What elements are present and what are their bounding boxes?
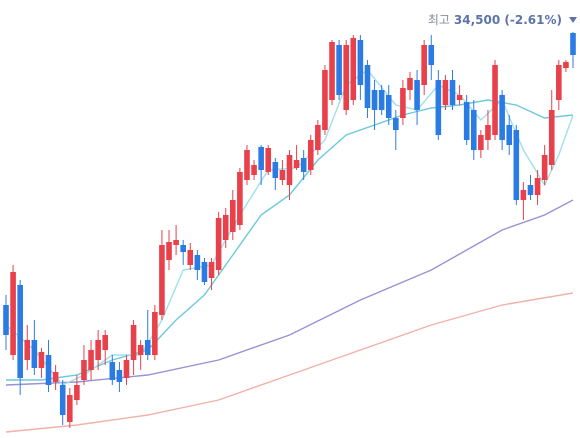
candle-body	[38, 352, 45, 368]
candle-body	[3, 305, 9, 335]
candle-body	[548, 110, 555, 165]
candle-body	[45, 355, 52, 385]
candle-body	[102, 335, 109, 350]
candle-body	[357, 40, 364, 85]
candle-body	[66, 395, 73, 422]
candle-body	[215, 218, 222, 270]
candle-body	[251, 165, 257, 175]
candle-body	[315, 125, 321, 150]
candle-body	[152, 312, 158, 355]
candle-body	[336, 45, 342, 95]
candle-body	[350, 38, 357, 100]
candle-body	[286, 155, 293, 185]
candle-body	[371, 90, 378, 110]
candle-body	[520, 190, 527, 200]
candle-body	[137, 345, 144, 355]
candle-body	[364, 65, 371, 108]
candle-body	[435, 80, 442, 135]
candle-body	[513, 130, 520, 200]
candle-body	[534, 178, 541, 195]
candle-body	[478, 135, 484, 150]
candle-body	[244, 150, 250, 180]
candle-body	[470, 110, 477, 150]
candle-body	[541, 155, 548, 180]
candle-body	[400, 88, 406, 118]
candle-body	[95, 340, 101, 360]
candle-body	[556, 65, 562, 100]
candle-body	[258, 147, 264, 170]
candle-body	[570, 33, 576, 55]
candle-body	[230, 200, 236, 232]
candle-body	[343, 45, 349, 110]
candle-body	[144, 340, 151, 355]
candle-body	[456, 95, 463, 100]
candle-body	[194, 255, 201, 270]
candle-body	[74, 385, 80, 400]
candle-body	[442, 80, 449, 105]
candle-body	[222, 215, 229, 240]
candle-body	[59, 385, 66, 415]
candle-body	[463, 102, 470, 140]
candle-body	[109, 362, 116, 380]
candle-body	[307, 140, 314, 170]
candle-body	[237, 172, 243, 225]
candle-body	[173, 240, 179, 245]
candle-body	[10, 272, 16, 355]
candle-body	[265, 148, 272, 172]
candle-body	[499, 95, 505, 140]
candle-body	[322, 70, 328, 130]
candle-body	[428, 45, 435, 65]
candle-body	[329, 42, 335, 100]
high-prefix: 최고	[428, 13, 450, 27]
candle-body	[24, 340, 31, 360]
candle-body	[407, 78, 413, 90]
candle-body	[449, 80, 456, 105]
candle-body	[414, 80, 420, 110]
candle-body	[116, 370, 123, 382]
candle-body	[130, 325, 137, 360]
high-marker	[569, 17, 577, 23]
candle-body	[492, 65, 498, 135]
candle-body	[378, 90, 385, 110]
candle-body	[279, 170, 286, 180]
candle-body	[81, 360, 87, 380]
candle-body	[563, 62, 569, 68]
candle-body	[485, 125, 491, 140]
candle-body	[300, 158, 307, 172]
candle-body	[187, 250, 194, 265]
candle-body	[31, 340, 38, 368]
candle-body	[52, 372, 59, 382]
candle-body	[201, 262, 208, 282]
candle-body	[180, 245, 186, 252]
candle-body	[527, 185, 534, 195]
candle-body	[293, 160, 300, 168]
candle-body	[272, 162, 279, 178]
candle-body	[208, 262, 215, 278]
candle-body	[166, 242, 172, 260]
candle-body	[123, 360, 130, 378]
candle-body	[159, 245, 165, 315]
candle-body	[421, 45, 427, 85]
candle-body	[88, 350, 94, 370]
moving-average-line	[5, 292, 574, 433]
high-label: 34,500 (-2.61%)	[454, 13, 562, 27]
candle-body	[17, 285, 23, 378]
candle-body	[385, 95, 392, 118]
candle-body	[506, 125, 513, 145]
high-annotation: 최고 34,500 (-2.61%)	[428, 13, 562, 27]
candle-body	[393, 118, 399, 130]
